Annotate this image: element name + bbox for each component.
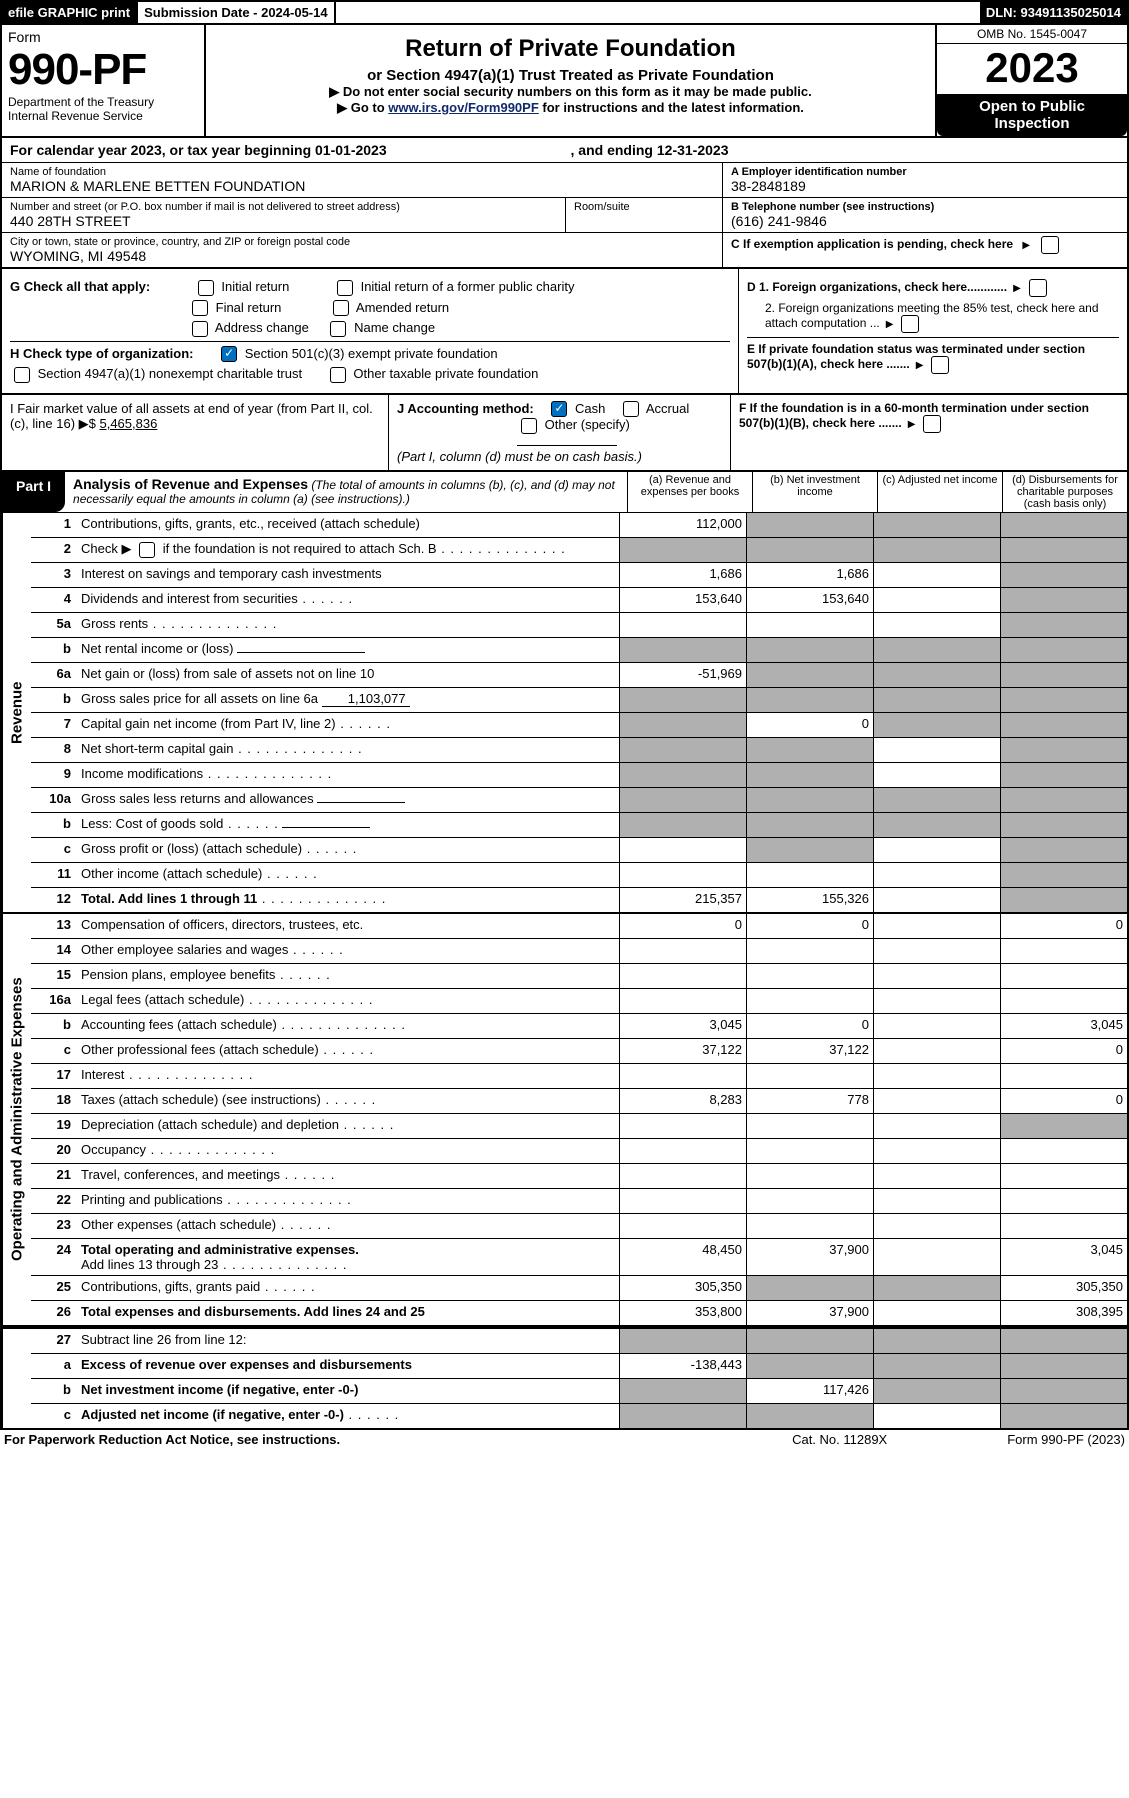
checkbox-c[interactable] [1041,236,1059,254]
checkbox-d2[interactable] [901,315,919,333]
telephone-cell: B Telephone number (see instructions) (6… [723,198,1127,233]
instr-link-row: ▶ Go to www.irs.gov/Form990PF for instru… [218,100,923,116]
expenses-section: Operating and Administrative Expenses 13… [0,914,1129,1327]
omb-number: OMB No. 1545-0047 [937,25,1127,44]
year-block: OMB No. 1545-0047 2023 Open to Public In… [935,25,1127,136]
dept-treasury: Department of the Treasury [8,95,198,109]
line-27-section: 27Subtract line 26 from line 12: aExcess… [0,1327,1129,1430]
room-cell: Room/suite [566,198,722,233]
part-i-header: Part I Analysis of Revenue and Expenses … [0,472,1129,513]
form-number: 990-PF [8,45,198,95]
f-block: F If the foundation is in a 60-month ter… [731,395,1127,470]
checkbox-other-method[interactable] [521,418,537,434]
form-link[interactable]: www.irs.gov/Form990PF [388,100,539,115]
revenue-section: Revenue 1Contributions, gifts, grants, e… [0,513,1129,914]
instr-link-post: for instructions and the latest informat… [542,100,803,115]
col-c-header: (c) Adjusted net income [877,472,1002,512]
dln-label: DLN: 93491135025014 [980,2,1127,23]
col-b-header: (b) Net investment income [752,472,877,512]
checkbox-501c3[interactable] [221,346,237,362]
checkbox-other-taxable[interactable] [330,367,346,383]
form-word: Form [8,29,198,45]
check-section-g: G Check all that apply: Initial return I… [0,269,1129,395]
checkbox-cash[interactable] [551,401,567,417]
fmv-block: I Fair market value of all assets at end… [2,395,389,470]
form-title-block: Return of Private Foundation or Section … [206,25,935,136]
exemption-pending-cell: C If exemption application is pending, c… [723,233,1127,265]
open-public: Open to Public Inspection [937,94,1127,136]
foundation-name-cell: Name of foundation MARION & MARLENE BETT… [2,163,722,198]
form-subtitle: or Section 4947(a)(1) Trust Treated as P… [218,67,923,84]
tax-year: 2023 [937,44,1127,94]
col-d-header: (d) Disbursements for charitable purpose… [1002,472,1127,512]
checkbox-e[interactable] [931,356,949,374]
checkbox-initial-return[interactable] [198,280,214,296]
form-header: Form 990-PF Department of the Treasury I… [0,25,1129,138]
accounting-block: J Accounting method: Cash Accrual Other … [389,395,731,470]
section-ijf: I Fair market value of all assets at end… [0,395,1129,472]
top-bar: efile GRAPHIC print Submission Date - 20… [0,0,1129,25]
instr-ssn: ▶ Do not enter social security numbers o… [218,84,923,100]
city-cell: City or town, state or province, country… [2,233,722,267]
checkbox-final-return[interactable] [192,300,208,316]
checkbox-4947[interactable] [14,367,30,383]
checkbox-f[interactable] [923,415,941,433]
calendar-year-row: For calendar year 2023, or tax year begi… [0,138,1129,162]
col-a-header: (a) Revenue and expenses per books [627,472,752,512]
checkbox-address-change[interactable] [192,321,208,337]
instr-link-pre: ▶ Go to [337,100,388,115]
cat-number: Cat. No. 11289X [792,1432,887,1447]
arrow-icon [1022,237,1030,251]
part-tab: Part I [2,472,65,512]
form-title: Return of Private Foundation [218,35,923,63]
submission-date: Submission Date - 2024-05-14 [138,2,336,23]
ein-cell: A Employer identification number 38-2848… [723,163,1127,198]
expenses-label: Operating and Administrative Expenses [2,914,31,1325]
irs-label: Internal Revenue Service [8,109,198,123]
address-cell: Number and street (or P.O. box number if… [2,198,566,233]
foundation-info: Name of foundation MARION & MARLENE BETT… [0,162,1129,269]
checkbox-amended[interactable] [333,300,349,316]
page-footer: For Paperwork Reduction Act Notice, see … [0,1430,1129,1449]
efile-label: efile GRAPHIC print [2,2,138,23]
revenue-label: Revenue [2,513,31,912]
checkbox-schb[interactable] [139,542,155,558]
form-ref: Form 990-PF (2023) [1007,1432,1125,1447]
checkbox-initial-former[interactable] [337,280,353,296]
paperwork-notice: For Paperwork Reduction Act Notice, see … [4,1432,340,1447]
form-id-block: Form 990-PF Department of the Treasury I… [2,25,206,136]
checkbox-accrual[interactable] [623,401,639,417]
part-description: Analysis of Revenue and Expenses (The to… [65,472,627,512]
checkbox-name-change[interactable] [330,321,346,337]
checkbox-d1[interactable] [1029,279,1047,297]
